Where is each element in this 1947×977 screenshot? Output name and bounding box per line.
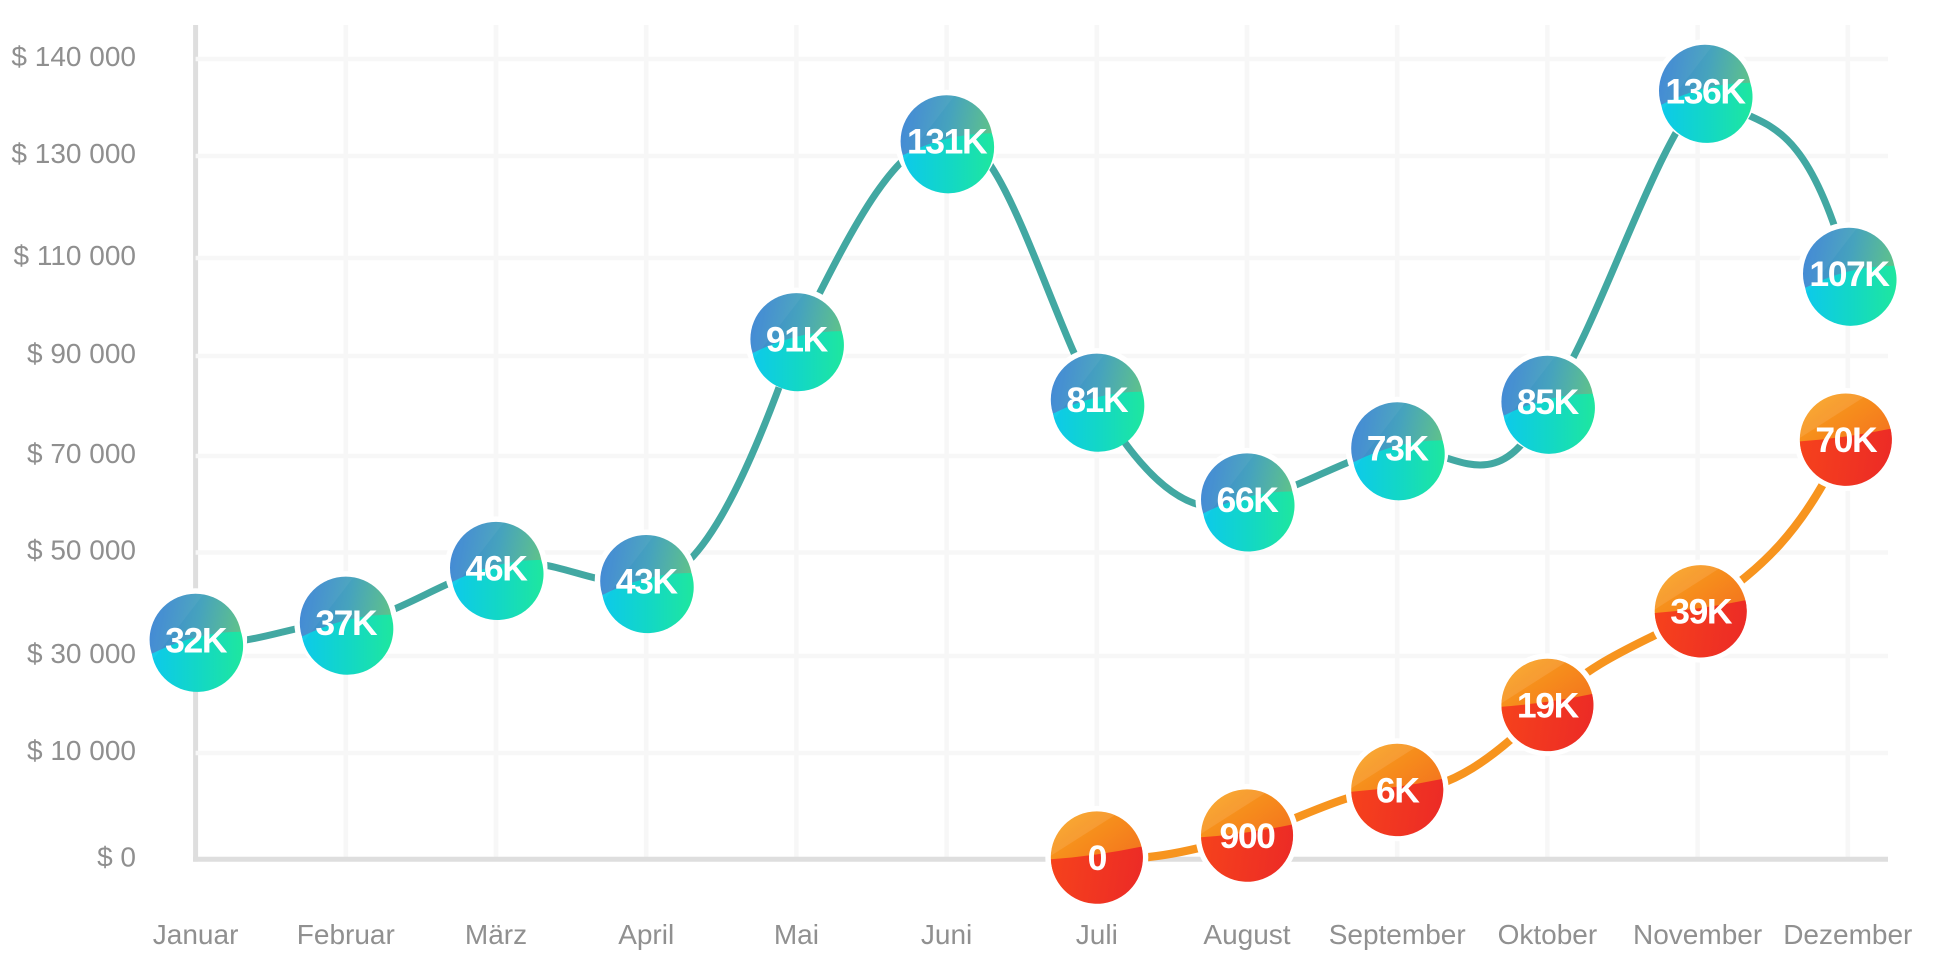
svg-text:66K: 66K (1217, 480, 1280, 520)
svg-text:November: November (1633, 919, 1762, 950)
svg-text:$ 0: $ 0 (97, 841, 136, 872)
svg-text:$ 110 000: $ 110 000 (14, 240, 137, 271)
svg-text:März: März (465, 919, 527, 950)
svg-text:April: April (618, 919, 674, 950)
svg-text:37K: 37K (315, 603, 378, 643)
svg-text:Januar: Januar (153, 919, 239, 950)
svg-text:September: September (1329, 919, 1466, 950)
svg-text:Juni: Juni (921, 919, 972, 950)
svg-text:$ 140 000: $ 140 000 (11, 41, 136, 72)
svg-text:39K: 39K (1670, 592, 1733, 632)
svg-text:81K: 81K (1066, 380, 1129, 420)
svg-text:Oktober: Oktober (1498, 919, 1598, 950)
svg-text:$ 30 000: $ 30 000 (27, 638, 136, 669)
svg-text:73K: 73K (1367, 429, 1430, 469)
svg-text:$ 70 000: $ 70 000 (27, 438, 136, 469)
svg-text:19K: 19K (1517, 685, 1580, 725)
svg-text:136K: 136K (1665, 71, 1746, 111)
svg-text:$ 50 000: $ 50 000 (27, 535, 136, 566)
svg-text:Dezember: Dezember (1783, 919, 1912, 950)
svg-text:32K: 32K (165, 620, 228, 660)
svg-text:91K: 91K (766, 320, 829, 360)
svg-text:Februar: Februar (297, 919, 395, 950)
svg-text:85K: 85K (1517, 382, 1580, 422)
svg-text:70K: 70K (1815, 420, 1878, 460)
svg-text:900: 900 (1219, 816, 1275, 856)
svg-text:43K: 43K (616, 562, 679, 602)
svg-text:August: August (1203, 919, 1290, 950)
svg-text:0: 0 (1088, 838, 1107, 878)
svg-text:$ 10 000: $ 10 000 (27, 735, 136, 766)
svg-text:131K: 131K (907, 122, 988, 162)
svg-text:Juli: Juli (1076, 919, 1118, 950)
svg-text:$ 130 000: $ 130 000 (11, 138, 136, 169)
svg-text:107K: 107K (1809, 254, 1890, 294)
svg-text:6K: 6K (1376, 770, 1420, 810)
svg-text:Mai: Mai (774, 919, 819, 950)
svg-text:$ 90 000: $ 90 000 (27, 338, 136, 369)
svg-text:46K: 46K (466, 548, 529, 588)
